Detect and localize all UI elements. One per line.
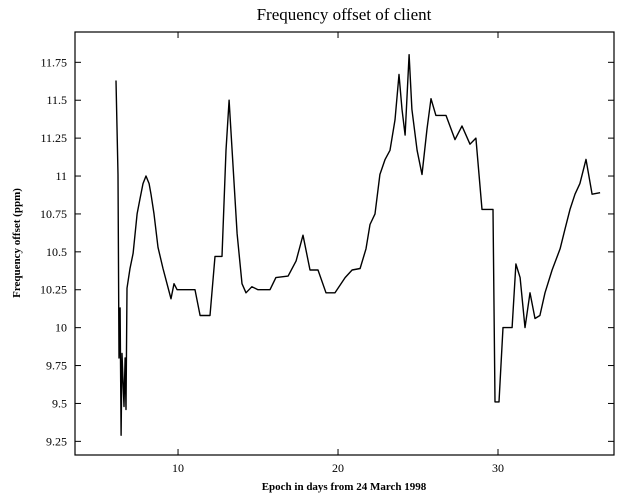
y-axis-label: Frequency offset (ppm) (11, 188, 23, 298)
y-tick-label: 10.5 (46, 245, 67, 259)
x-axis-label: Epoch in days from 24 March 1998 (262, 481, 427, 493)
y-tick-label: 9.25 (46, 434, 67, 448)
x-tick-label: 20 (332, 461, 344, 475)
data-line (115, 54, 601, 436)
x-tick-label: 30 (492, 461, 504, 475)
y-tick-label: 11.5 (46, 93, 67, 107)
y-tick-label: 11.25 (40, 131, 67, 145)
y-tick-label: 10.25 (40, 283, 67, 297)
y-tick-label: 11 (55, 169, 67, 183)
plot-frame (74, 31, 615, 456)
chart-title: Frequency offset of client (257, 5, 432, 24)
x-tick-label: 10 (172, 461, 184, 475)
y-tick-label: 10 (55, 321, 67, 335)
y-tick-label: 10.75 (40, 207, 67, 221)
y-tick-label: 9.75 (46, 359, 67, 373)
y-tick-label: 9.5 (52, 396, 67, 410)
y-tick-label: 11.75 (40, 55, 67, 69)
